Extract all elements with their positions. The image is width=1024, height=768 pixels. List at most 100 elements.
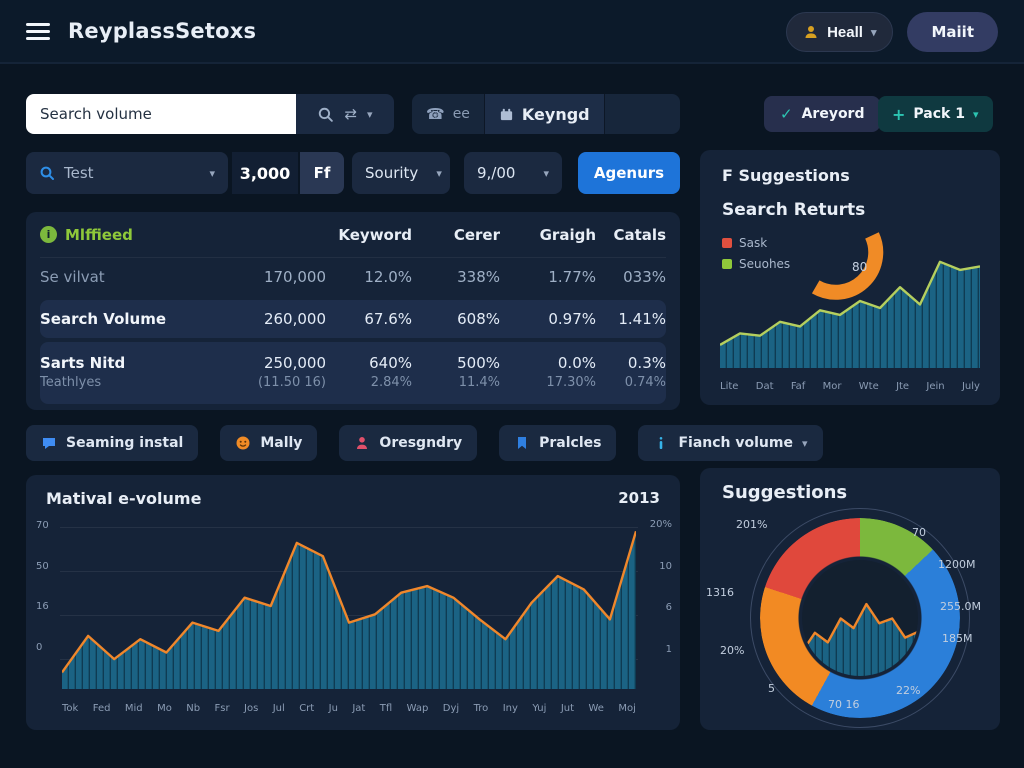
- areyord-toggle[interactable]: ✓ Areyord: [764, 96, 881, 132]
- x-tick-label: Yuj: [532, 703, 547, 714]
- cell-value: 250,000 (11.50 16): [257, 353, 326, 391]
- y-axis-left: 70 50 16 0: [36, 520, 49, 653]
- keyword-segmented-control: ☎ ee Keyngd: [412, 94, 680, 134]
- test-dropdown[interactable]: Test ▾: [26, 152, 228, 194]
- cell-value: 260,000: [263, 310, 326, 328]
- chevron-down-icon: ▾: [801, 436, 808, 450]
- donut-label: 22%: [896, 684, 921, 697]
- smiley-icon: [236, 436, 250, 450]
- x-tick-label: Mo: [157, 703, 172, 714]
- chart-year: 2013: [618, 489, 660, 507]
- panel-title: Suggestions: [722, 482, 848, 503]
- donut-label: 185M: [942, 632, 973, 645]
- x-tick-label: Jein: [926, 381, 945, 392]
- column-header-keyword[interactable]: Keyword: [338, 225, 412, 244]
- donut-label: 70 16: [828, 698, 860, 711]
- table-row[interactable]: Sarts Nitd Teathlyes 250,000 (11.50 16) 6…: [40, 342, 666, 404]
- pack-button[interactable]: + Pack 1 ▾: [878, 96, 993, 132]
- chevron-down-icon: ▾: [543, 166, 549, 180]
- column-header-cerer[interactable]: Cerer: [453, 225, 500, 244]
- user-button[interactable]: Heall ▾: [786, 12, 894, 52]
- chevron-down-icon: ▾: [436, 166, 442, 180]
- mail-button[interactable]: Maiit: [907, 12, 998, 52]
- donut-outline: [750, 508, 970, 728]
- plus-icon: +: [892, 104, 906, 124]
- info-icon: i: [40, 226, 57, 243]
- x-tick-label: Jul: [272, 703, 285, 714]
- legend-item: Seuohes: [722, 257, 790, 271]
- search-tools: ⇄ ▾: [296, 94, 394, 134]
- x-axis: Lite Dat Faf Mor Wte Jte Jein July: [720, 381, 980, 392]
- table-title: i Mlffieed: [40, 226, 208, 244]
- gridline: [60, 571, 638, 572]
- column-header-graigh[interactable]: Graigh: [539, 225, 596, 244]
- tag-pralcles[interactable]: Pralcles: [499, 425, 617, 461]
- row-name: Se vilvat: [40, 268, 105, 286]
- x-tick-label: Crt: [299, 703, 315, 714]
- chat-icon: [43, 438, 55, 449]
- gauge-value: 80: [852, 260, 868, 274]
- main-volume-area-chart[interactable]: [62, 523, 636, 689]
- y-tick-label: 10: [659, 560, 672, 572]
- cell-value: 1.77%: [548, 268, 596, 286]
- x-tick-label: July: [961, 381, 980, 392]
- top-bar: ReyplassSetoxs Heall ▾ Maiit: [0, 0, 1024, 64]
- swap-icon[interactable]: ⇄: [344, 105, 358, 123]
- donut-label: 255.0M: [940, 600, 981, 613]
- x-tick-label: Jos: [244, 703, 259, 714]
- search-icon[interactable]: [317, 106, 334, 123]
- tag-oresgndry[interactable]: Oresgndry: [339, 425, 478, 461]
- sourity-dropdown[interactable]: Sourity ▾: [352, 152, 450, 194]
- chevron-down-icon[interactable]: ▾: [367, 107, 373, 121]
- x-tick-label: Fed: [92, 703, 111, 714]
- donut-chart[interactable]: [750, 508, 970, 728]
- table-row[interactable]: Search Volume 260,000 67.6% 608% 0.97% 1…: [40, 300, 666, 338]
- info-icon: [660, 437, 663, 449]
- cell-value: 67.6%: [364, 310, 412, 328]
- table-row[interactable]: Se vilvat 170,000 12.0% 338% 1.77% 033%: [40, 258, 666, 296]
- calendar-icon: [500, 108, 513, 120]
- tags-row: Seaming instal Mally Oresgndry Pralcles …: [26, 425, 823, 461]
- search-returns-panel: F Suggestions Search Returts Sask Seuohe…: [700, 150, 1000, 405]
- x-tick-label: Tfl: [379, 703, 393, 714]
- suggestions-panel: Suggestions 201% 70 1200M 255.0M 185M 22…: [700, 468, 1000, 730]
- empty-segment[interactable]: [605, 94, 680, 134]
- menu-icon[interactable]: [26, 19, 50, 44]
- legend-item: Sask: [722, 236, 790, 250]
- cell-value: 500% 11.4%: [457, 353, 500, 391]
- y-tick-label: 50: [36, 560, 49, 572]
- tag-label: Fianch volume: [678, 435, 793, 451]
- x-tick-label: Fsr: [214, 703, 230, 714]
- tag-mally[interactable]: Mally: [220, 425, 318, 461]
- y-tick-label: 70: [36, 520, 49, 531]
- x-tick-label: Dat: [755, 381, 774, 392]
- x-tick-label: Faf: [790, 381, 806, 392]
- x-tick-label: Tro: [473, 703, 489, 714]
- keyword-segment[interactable]: Keyngd: [484, 94, 604, 134]
- cell-value: 0.97%: [548, 310, 596, 328]
- chevron-down-icon: ▾: [209, 166, 215, 180]
- tag-fianch-volume[interactable]: Fianch volume ▾: [638, 425, 823, 461]
- tag-label: Mally: [260, 435, 303, 451]
- column-header-catals[interactable]: Catals: [613, 225, 667, 244]
- tag-seaming-instal[interactable]: Seaming instal: [26, 425, 199, 461]
- x-tick-label: Jut: [560, 703, 575, 714]
- search-input[interactable]: [26, 94, 296, 134]
- phone-icon: ☎: [426, 105, 445, 123]
- search-returns-area-chart[interactable]: [720, 250, 980, 368]
- divider: [483, 94, 485, 134]
- y-tick-label: 6: [665, 602, 672, 614]
- x-tick-label: Jte: [896, 381, 910, 392]
- tag-label: Oresgndry: [379, 435, 463, 451]
- phone-segment[interactable]: ☎ ee: [412, 94, 484, 134]
- donut-label: 1200M: [938, 558, 976, 571]
- x-tick-label: Iny: [502, 703, 518, 714]
- ff-button[interactable]: Ff: [300, 152, 344, 194]
- range-dropdown-value: 9,/00: [477, 164, 516, 182]
- agenurs-button[interactable]: Agenurs: [578, 152, 680, 194]
- row-sub-name: Teathlyes: [40, 375, 102, 391]
- table-title-label: Mlffieed: [65, 225, 133, 244]
- donut-label: 20%: [720, 644, 745, 657]
- range-dropdown[interactable]: 9,/00 ▾: [464, 152, 562, 194]
